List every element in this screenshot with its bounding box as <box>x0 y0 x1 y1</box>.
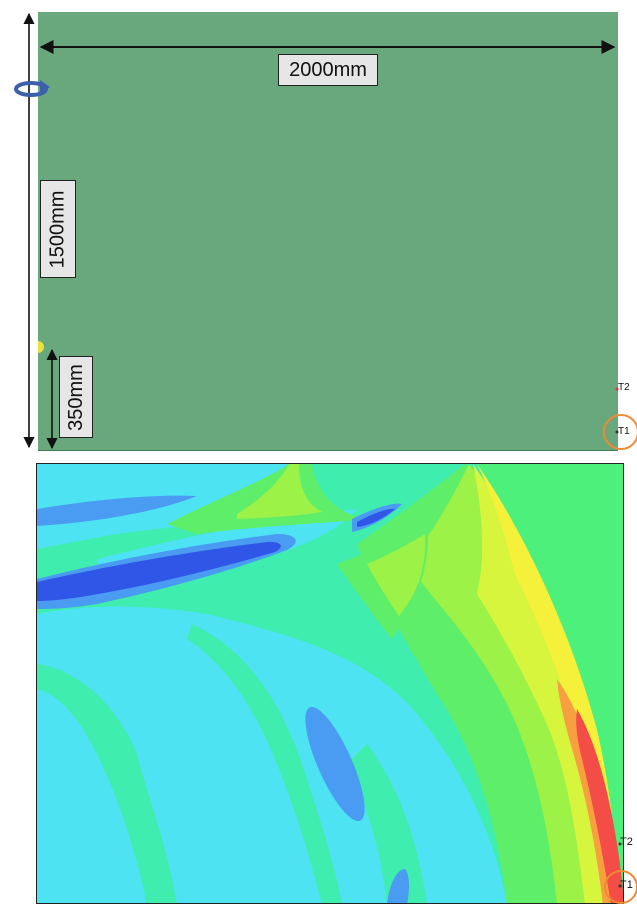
contour-band-cyan-streak-2 <box>187 624 342 903</box>
contour-band-light-green <box>407 464 611 903</box>
source-marker <box>38 341 44 353</box>
probe-label-t2: T2 <box>618 382 630 393</box>
height-label: 1500mm <box>40 180 76 278</box>
geometry-panel: 2000mm 1500mm 350mm T2 T1 <box>14 12 637 451</box>
contour-highlight-ring <box>604 870 637 904</box>
source-height-label: 350mm <box>59 356 93 438</box>
contour-low-bottom <box>387 869 409 903</box>
contour-band-red <box>576 709 623 903</box>
rotation-arrow-icon <box>14 80 50 97</box>
contour-wedge-center-inner <box>367 534 426 616</box>
contour-outer-field <box>477 464 623 903</box>
contour-low-oval <box>305 706 365 822</box>
width-label: 2000mm <box>278 54 378 86</box>
contour-low-band-left-deep <box>37 541 281 601</box>
contour-probe-point-t2 <box>618 842 622 846</box>
highlight-ring <box>603 414 637 450</box>
contour-wedge-upper-left-inner <box>237 464 322 519</box>
contour-band-cyan-green-mid <box>347 744 427 903</box>
contour-band-cyan-streak-1 <box>37 664 177 903</box>
contour-low-streak-right-deep <box>357 508 395 527</box>
contour-low-band-top <box>37 495 197 526</box>
contour-band-lime <box>473 464 615 903</box>
probe-point-t2 <box>615 387 619 391</box>
contour-band-cyan-lower <box>37 628 367 903</box>
pressure-contour <box>37 464 623 903</box>
contour-probe-label-t2: T2 <box>620 836 633 848</box>
contour-panel <box>36 463 624 904</box>
